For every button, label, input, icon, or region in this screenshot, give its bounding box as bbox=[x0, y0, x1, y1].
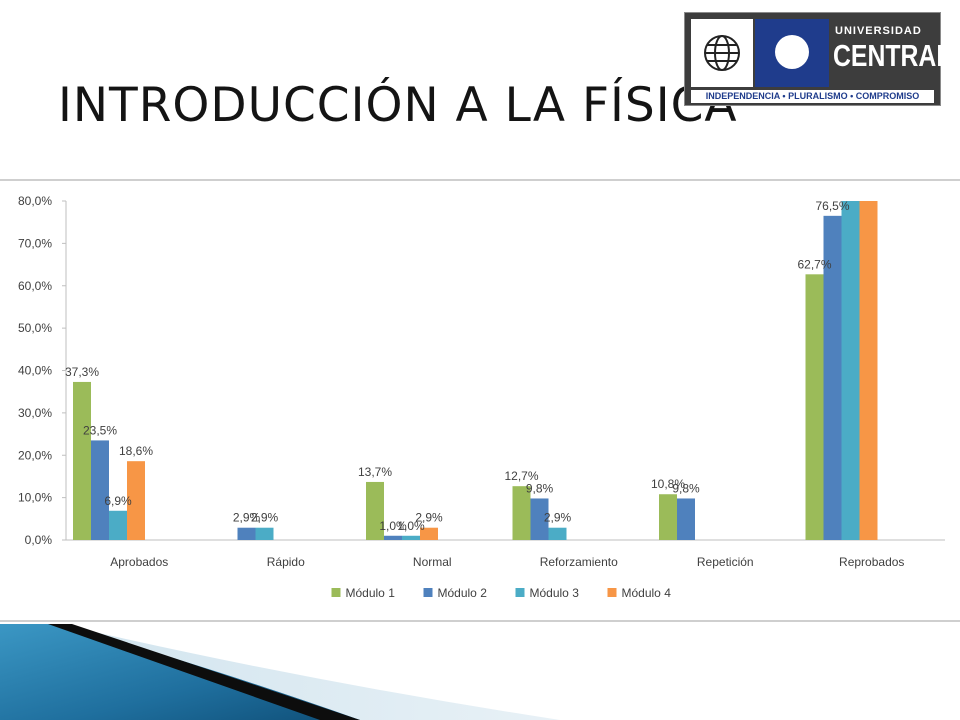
data-label: 9,8% bbox=[526, 481, 554, 495]
bar bbox=[420, 527, 438, 540]
x-tick-label: Normal bbox=[413, 555, 452, 569]
data-label: 76,5% bbox=[815, 199, 849, 213]
logo-tagline: INDEPENDENCIA • PLURALISMO • COMPROMISO bbox=[691, 90, 934, 103]
data-label: 1,0% bbox=[379, 519, 407, 533]
x-axis: Aprobados Rápido Normal Reforzamiento Repeti… bbox=[66, 539, 945, 569]
chart-frame bbox=[0, 179, 960, 622]
data-label: 62,7% bbox=[797, 257, 831, 271]
bar bbox=[548, 527, 567, 540]
data-label: 1,0% bbox=[397, 519, 425, 533]
data-label: 6,9% bbox=[104, 494, 132, 508]
data-label: 13,7% bbox=[358, 465, 392, 479]
data-label: 2,9% bbox=[233, 511, 261, 525]
y-tick-label: 0,0% bbox=[25, 533, 53, 547]
y-tick-label: 20,0% bbox=[18, 448, 52, 462]
data-label: 2,9% bbox=[251, 511, 279, 525]
y-tick-label: 60,0% bbox=[18, 279, 52, 293]
bar bbox=[512, 486, 531, 540]
legend-label: Módulo 4 bbox=[622, 586, 672, 600]
bar bbox=[91, 440, 109, 540]
bar-chart: 0,0% 10,0% 20,0% 30,0% 40,0% 50,0% 60,0% 70,0% 8… bbox=[18, 194, 945, 600]
legend-label: Módulo 2 bbox=[438, 586, 488, 600]
bar bbox=[73, 381, 91, 540]
data-label: 2,9% bbox=[415, 511, 443, 525]
bar bbox=[402, 535, 420, 540]
slide-title: INTRODUCCIÓN A LA FÍSICA bbox=[58, 78, 738, 133]
legend-label: Módulo 3 bbox=[530, 586, 580, 600]
data-label: 18,6% bbox=[119, 444, 153, 458]
y-tick-label: 80,0% bbox=[18, 194, 52, 208]
data-label: 37,3% bbox=[65, 365, 99, 379]
legend-swatch bbox=[607, 588, 617, 597]
legend-label: Módulo 1 bbox=[346, 586, 396, 600]
logo-circle-emblem bbox=[755, 19, 829, 87]
bar bbox=[841, 201, 860, 540]
bar bbox=[530, 498, 549, 540]
data-labels: 37,3%23,5%6,9%18,6%2,9%2,9%13,7%1,0%1,0%… bbox=[65, 199, 850, 533]
bar bbox=[677, 498, 695, 540]
university-logo: UNIVERSIDAD CENTRAL INDEPENDENCIA • PLUR… bbox=[684, 12, 951, 106]
logo-line-2: CENTRAL bbox=[833, 38, 952, 73]
bar bbox=[237, 527, 256, 540]
x-tick-label: Reforzamiento bbox=[540, 555, 618, 569]
bar bbox=[255, 527, 274, 540]
decorative-swoosh bbox=[0, 624, 560, 720]
bar bbox=[823, 215, 842, 541]
bar bbox=[366, 481, 384, 540]
legend-swatch bbox=[423, 588, 433, 597]
logo-line-1: UNIVERSIDAD bbox=[835, 25, 922, 37]
legend-swatch bbox=[331, 588, 341, 597]
x-tick-label: Aprobados bbox=[110, 555, 168, 569]
legend-swatch bbox=[515, 588, 525, 597]
y-tick-label: 30,0% bbox=[18, 406, 52, 420]
x-tick-label: Reprobados bbox=[839, 555, 904, 569]
y-tick-label: 40,0% bbox=[18, 364, 52, 378]
data-label: 10,8% bbox=[651, 477, 685, 491]
bar bbox=[659, 494, 677, 540]
y-tick-label: 10,0% bbox=[18, 491, 52, 505]
data-label: 12,7% bbox=[504, 469, 538, 483]
y-tick-label: 70,0% bbox=[18, 236, 52, 250]
bars bbox=[73, 201, 878, 541]
bar bbox=[859, 201, 878, 540]
bar bbox=[127, 461, 145, 540]
globe-emblem-icon bbox=[691, 19, 753, 87]
legend: Módulo 1 Módulo 2 Módulo 3 Módulo 4 bbox=[331, 586, 672, 600]
x-tick-label: Rápido bbox=[267, 555, 305, 569]
bar bbox=[805, 274, 824, 540]
y-tick-label: 50,0% bbox=[18, 321, 52, 335]
data-label: 9,8% bbox=[672, 481, 700, 495]
data-label: 23,5% bbox=[83, 423, 117, 437]
data-label: 2,9% bbox=[544, 511, 572, 525]
x-tick-label: Repetición bbox=[697, 555, 754, 569]
y-axis: 0,0% 10,0% 20,0% 30,0% 40,0% 50,0% 60,0% 70,0% 8… bbox=[18, 194, 67, 547]
bar bbox=[384, 535, 402, 540]
bar bbox=[109, 510, 127, 540]
